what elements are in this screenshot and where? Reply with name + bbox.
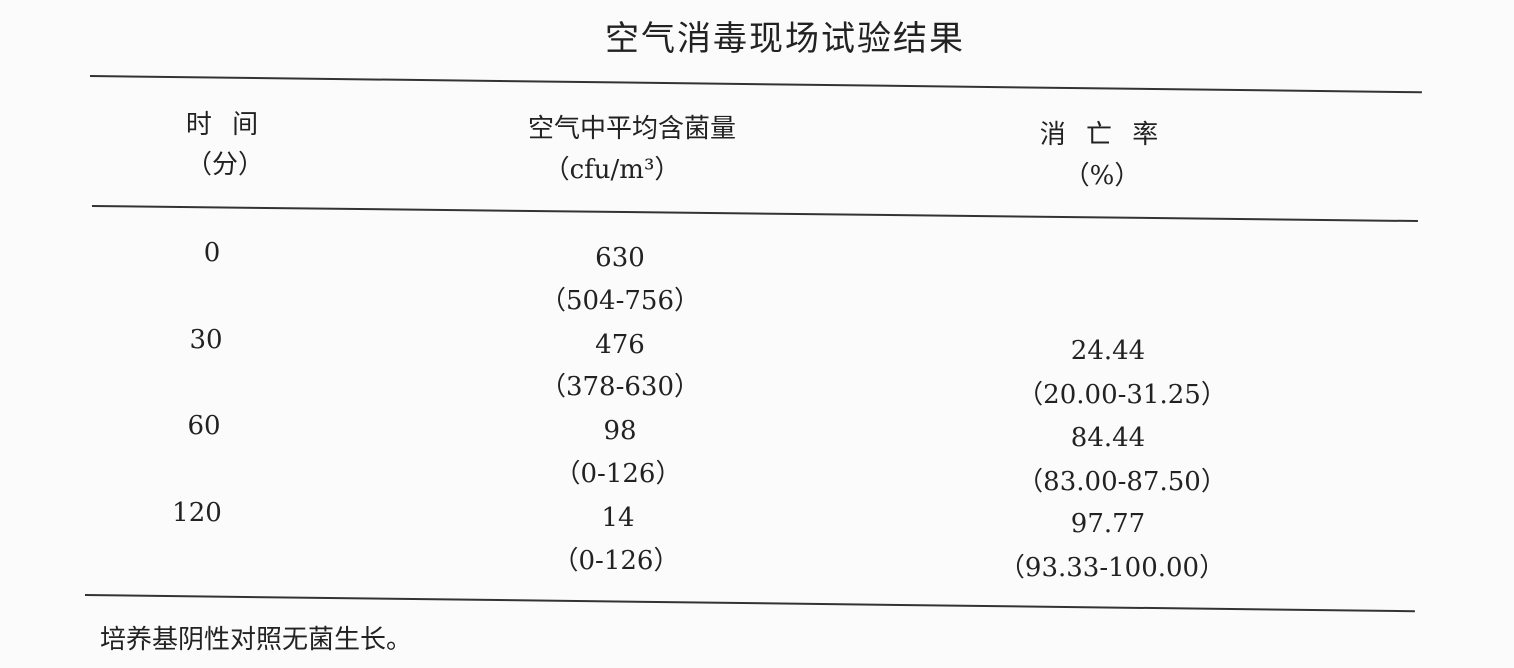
cell-rate: 24.44 [1070,336,1146,366]
cell-time: 30 [189,325,223,355]
cell-count: 630 [595,243,645,273]
header-rule [91,205,1418,223]
top-rule [89,75,1422,94]
cell-count-range: （0-126） [554,459,682,489]
cell-count-range: （0-126） [552,546,680,576]
header-rate: 消 亡 率 [1039,120,1165,150]
cell-count: 14 [601,503,635,533]
cell-rate-range: （20.00-31.25） [1017,380,1227,410]
cell-rate: 97.77 [1070,509,1146,539]
cell-time: 120 [172,498,222,528]
cell-time: 60 [187,411,221,441]
bottom-rule [84,594,1415,613]
header-count: 空气中平均含菌量 [527,114,737,144]
cell-count-range: （378-630） [539,372,701,402]
header-time: 时 间 [185,110,265,140]
table-title: 空气消毒现场试验结果 [605,19,965,59]
cell-count: 98 [603,416,637,446]
cell-rate-range: （83.00-87.50） [1017,467,1227,497]
cell-time: 0 [203,238,221,268]
header-rate-unit: （%） [1063,161,1141,191]
header-count-unit: （cfu/m³） [543,155,681,185]
header-time-unit: （分） [185,150,265,180]
cell-count: 476 [595,330,645,360]
footnote: 培养基阴性对照无菌生长。 [100,625,413,655]
cell-rate: 84.44 [1070,423,1146,453]
cell-rate-range: （93.33-100.00） [998,553,1226,583]
cell-count-range: （504-756） [539,286,701,316]
